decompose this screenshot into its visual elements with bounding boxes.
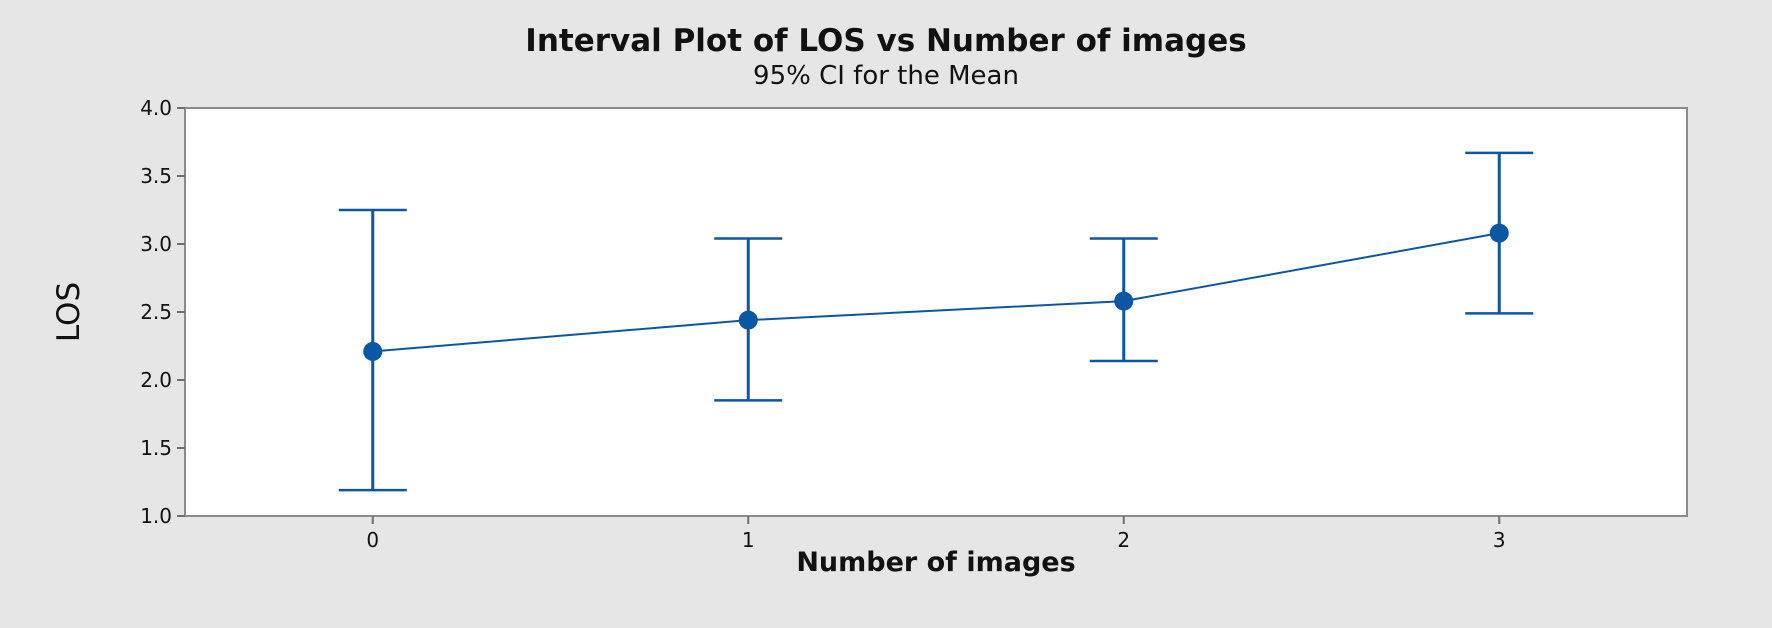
y-tick-label: 3.5 [140, 164, 172, 188]
x-axis-label: Number of images [796, 547, 1075, 578]
chart-subtitle: 95% CI for the Mean [753, 61, 1019, 91]
y-tick-label: 3.0 [140, 232, 172, 256]
mean-point [363, 341, 383, 361]
x-tick-label: 2 [1117, 528, 1130, 552]
x-tick-label: 3 [1493, 528, 1506, 552]
series-layer [338, 151, 1534, 492]
plot-area [184, 107, 1688, 517]
chart-title: Interval Plot of LOS vs Number of images [525, 23, 1246, 59]
x-axis: 0 1 2 3 [366, 516, 1506, 552]
y-axis: 1.0 1.5 2.0 2.5 3.0 3.5 4.0 [140, 96, 185, 528]
y-axis-label: LOS [51, 282, 87, 342]
y-tick-label: 1.0 [140, 504, 172, 528]
y-tick-label: 1.5 [140, 436, 172, 460]
x-tick-label: 0 [366, 528, 379, 552]
mean-connect-line [372, 232, 1500, 353]
y-tick-label: 4.0 [140, 96, 172, 120]
y-tick-label: 2.0 [140, 368, 172, 392]
y-tick-label: 2.5 [140, 300, 172, 324]
mean-point [738, 310, 758, 330]
mean-point [1114, 291, 1134, 311]
mean-point [1489, 223, 1509, 243]
x-tick-label: 1 [742, 528, 755, 552]
